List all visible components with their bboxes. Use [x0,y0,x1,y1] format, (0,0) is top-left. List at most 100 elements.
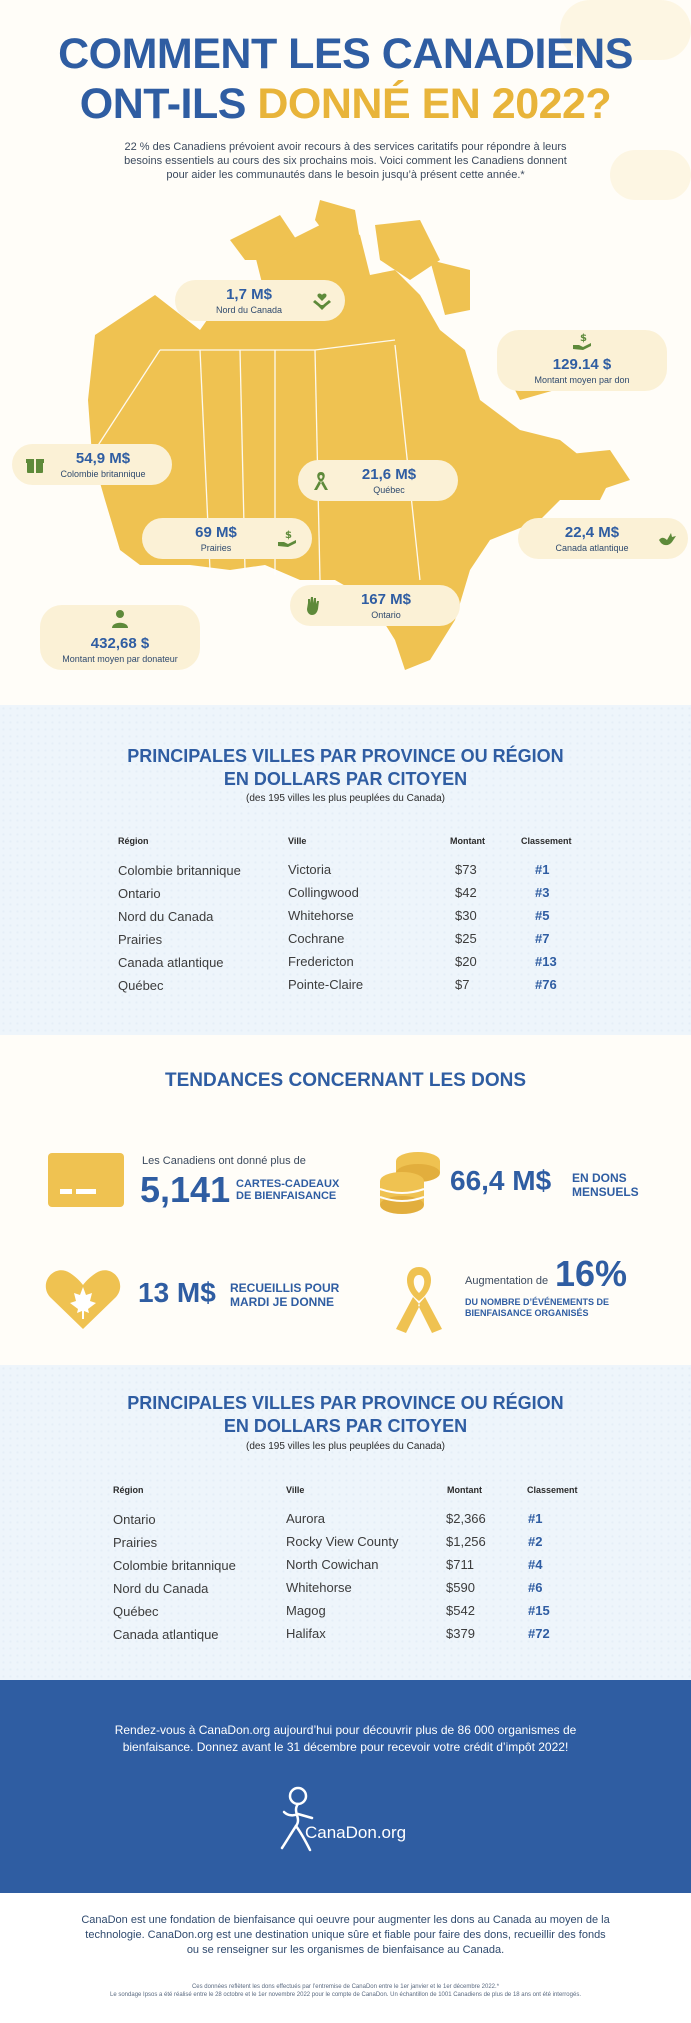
region-label: Canada atlantique [555,543,629,553]
table-cell-amount: $42 [455,885,477,900]
table-cell-amount: $1,256 [446,1534,486,1549]
caption-line: MARDI JE DONNE [230,1295,335,1309]
average-per-donation: $ 129.14 $ Montant moyen par don [497,330,667,391]
table1: Région Ville Montant Classement Colombie… [0,705,691,1035]
table-cell-rank: #2 [528,1534,543,1549]
region-quebec: 21,6 M$ Québec [298,460,458,501]
table-cell-amount: $73 [455,862,477,877]
table-cell-region: Prairies [113,1535,158,1550]
table-cell-region: Ontario [118,886,161,901]
page-title-part: ONT-ILS [79,80,247,128]
heart-maple-leaf-icon [45,1270,121,1329]
region-label: Nord du Canada [215,305,283,315]
intro-text: 22 % des Canadiens prévoient avoir recou… [124,141,567,181]
gift-cards-number: 5,141 [140,1169,231,1210]
hands-heart-icon [313,293,331,310]
page-title-line2: ONT-ILS DONNÉ EN 2022? [0,80,691,129]
decor-cloud [560,0,691,60]
table-cell-rank: #3 [535,885,550,900]
top-cities-table-section-2: PRINCIPALES VILLES PAR PROVINCE OU RÉGIO… [0,1365,691,1680]
events-intro: Augmentation de [465,1275,549,1287]
dove-icon [659,532,676,545]
table2-title-line2: EN DOLLARS PAR CITOYEN [223,1416,468,1436]
table-cell-rank: #72 [528,1626,550,1641]
canadon-logo-icon [280,1786,314,1852]
top-cities-table-section-1: PRINCIPALES VILLES PAR PROVINCE OU RÉGIO… [0,705,691,1035]
average-per-donor: 432,68 $ Montant moyen par donateur [40,605,200,670]
column-header-amount: Montant [447,1485,482,1495]
gift-cards-caption: CARTES-CADEAUX DE BIENFAISANCE [236,1178,339,1202]
giving-tuesday-caption: RECUEILLIS POUR MARDI JE DONNE [230,1281,339,1309]
table-cell-city: Whitehorse [286,1580,352,1595]
region-label: Prairies [200,543,232,553]
region-amount: 22,4 M$ [564,524,620,541]
person-icon [112,610,128,628]
table1-title-line1: PRINCIPALES VILLES PAR PROVINCE OU RÉGIO… [127,746,564,766]
table-cell-amount: $542 [446,1603,475,1618]
caption-line: CARTES-CADEAUX [236,1178,340,1190]
caption-line: DE BIENFAISANCE [236,1190,337,1202]
table-cell-rank: #6 [528,1580,543,1595]
column-header-city: Ville [288,836,307,846]
trends-title: TENDANCES CONCERNANT LES DONS [164,1070,527,1091]
header: COMMENT LES CANADIENS ONT-ILS DONNÉ EN 2… [0,0,691,195]
table-cell-amount: $711 [446,1557,474,1572]
average-amount: 432,68 $ [90,635,150,652]
table-cell-region: Canada atlantique [113,1627,219,1642]
table1-title-line2: EN DOLLARS PAR CITOYEN [223,769,468,789]
table-cell-city: Collingwood [288,885,359,900]
table-cell-city: Magog [286,1603,326,1618]
table-cell-city: Aurora [286,1511,326,1526]
footer-fineprint: Ces données reflètent les dons effectués… [60,1983,631,1999]
region-amount: 69 M$ [195,524,237,541]
call-to-action: Rendez-vous à CanaDon.org aujourd’hui po… [0,1680,691,1893]
table-cell-amount: $2,366 [446,1511,486,1526]
table-cell-rank: #5 [535,908,550,923]
region-amount: 1,7 M$ [226,286,272,303]
caption-line: EN DONS [572,1171,627,1185]
giving-tuesday-number: 13 M$ [138,1277,216,1308]
table-cell-city: Rocky View County [286,1534,399,1549]
footer: CanaDon est une fondation de bienfaisanc… [0,1893,691,2023]
region-canada-atlantique: 22,4 M$ Canada atlantique [518,518,688,559]
caption-line: BIENFAISANCE ORGANISÉS [465,1308,589,1318]
table-cell-amount: $7 [455,977,470,992]
canadon-logo[interactable]: CanaDon.org [305,1823,407,1842]
svg-text:$: $ [285,530,292,541]
ribbon-icon [396,1267,442,1333]
gift-card-icon [48,1153,124,1207]
hand-dollar-icon: $ [278,530,296,547]
events-caption: DU NOMBRE D’ÉVÉNEMENTS DE BIENFAISANCE O… [465,1297,609,1319]
table-cell-rank: #1 [528,1511,543,1526]
table-cell-rank: #76 [535,977,557,992]
table-cell-city: Pointe-Claire [288,977,364,992]
table-cell-amount: $590 [446,1580,475,1595]
average-label: Montant moyen par don [534,375,630,385]
table2: Région Ville Montant Classement Ontario … [0,1365,691,1680]
region-prairies: 69 M$ Prairies $ [142,518,312,559]
table-cell-region: Prairies [118,932,163,947]
events-percent: 16% [555,1253,628,1294]
monthly-donations-caption: EN DONS MENSUELS [572,1171,639,1199]
table-cell-amount: $25 [455,931,477,946]
raised-hand-icon [307,596,319,615]
region-amount: 21,6 M$ [361,466,417,483]
table-cell-rank: #15 [528,1603,550,1618]
giving-trends-section: TENDANCES CONCERNANT LES DONS Les Canadi… [0,1035,691,1365]
decor-dots [0,1365,691,1680]
average-amount: 129.14 $ [552,356,612,373]
decor-cloud [610,150,691,200]
canada-map-section: 1,7 M$ Nord du Canada 54,9 M$ Colombie b… [0,200,691,700]
column-header-rank: Classement [527,1485,578,1495]
table-cell-region: Colombie britannique [113,1558,236,1573]
page-title-line1: COMMENT LES CANADIENS [58,30,633,78]
table-cell-city: Victoria [288,862,332,877]
region-amount: 54,9 M$ [75,450,131,467]
hand-dollar-icon: $ [573,333,591,350]
table-cell-city: North Cowichan [286,1557,379,1572]
table-cell-amount: $379 [446,1626,475,1641]
region-amount: 167 M$ [360,591,412,608]
table-cell-region: Canada atlantique [118,955,224,970]
page-title-highlight: DONNÉ EN 2022? [257,80,612,128]
